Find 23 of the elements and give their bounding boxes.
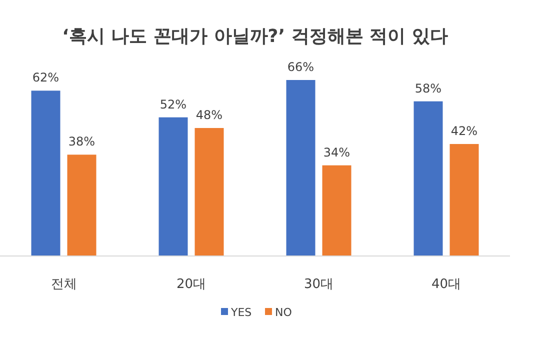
bar bbox=[194, 128, 224, 256]
data-label: 58% bbox=[414, 81, 442, 96]
legend-label: NO bbox=[275, 306, 292, 319]
data-label: 34% bbox=[323, 145, 350, 160]
bar bbox=[414, 101, 443, 256]
bar bbox=[31, 90, 60, 256]
bar bbox=[286, 80, 316, 256]
data-label: 42% bbox=[450, 124, 478, 138]
data-label: 66% bbox=[287, 60, 314, 74]
bar bbox=[158, 117, 188, 256]
bar bbox=[450, 144, 479, 256]
bar bbox=[67, 154, 96, 256]
data-label: 48% bbox=[196, 108, 223, 122]
x-tick-label: 30대 bbox=[304, 277, 334, 292]
x-tick-label: 40대 bbox=[431, 277, 462, 292]
x-tick-label: 전체 bbox=[50, 277, 77, 292]
bar bbox=[322, 165, 352, 256]
data-label: 38% bbox=[68, 134, 96, 149]
legend-label: YES bbox=[230, 306, 252, 319]
x-tick-label: 20대 bbox=[176, 277, 206, 292]
data-label: 52% bbox=[160, 97, 187, 112]
data-label: 62% bbox=[32, 70, 60, 85]
chart-title: ‘혹시 나도 꼰대가 아닐까?’ 걱정해본 적이 있다 bbox=[62, 26, 448, 47]
